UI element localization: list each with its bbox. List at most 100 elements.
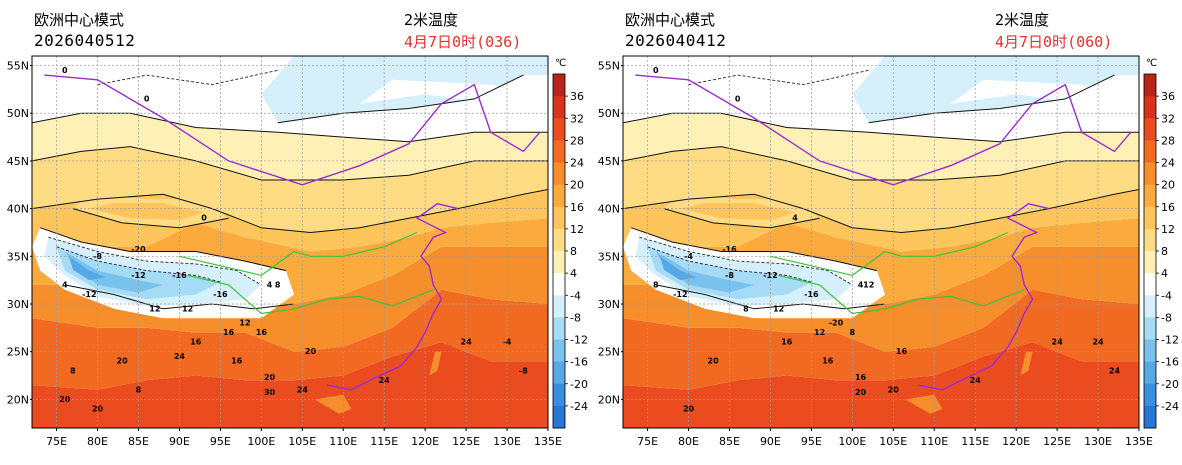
contour-label: 20	[92, 404, 104, 413]
contour-label: 20	[264, 373, 276, 382]
lon-label: 120E	[411, 435, 439, 448]
colorbar-swatch	[553, 339, 565, 363]
contour-label: 20	[855, 388, 867, 397]
colorbar-swatch	[1144, 273, 1156, 296]
init-time: 2026040512	[34, 31, 136, 50]
lat-label: 55N	[7, 60, 29, 73]
colorbar-label: 36	[1161, 90, 1175, 103]
isotherm-line	[277, 74, 524, 124]
lon-label: 100E	[247, 435, 275, 448]
contour-label: 4	[792, 214, 798, 223]
contour-label: 0	[144, 94, 150, 103]
lat-label: 35N	[7, 250, 29, 263]
contour-label: 24	[297, 385, 309, 394]
temperature-zone	[623, 342, 1139, 428]
lon-label: 85E	[128, 435, 149, 448]
colorbar-label: 20	[570, 179, 584, 192]
temperature-zone	[655, 251, 754, 293]
contour-label: 20	[59, 395, 71, 404]
contour-label: 16	[896, 347, 908, 356]
lon-label: 110E	[920, 435, 948, 448]
lon-label: 80E	[678, 435, 699, 448]
contour-label: 16	[223, 328, 235, 337]
contour-label: 12	[814, 328, 825, 337]
temperature-map: 0 0 4 4 8 8 12 12 16 16 16 20 20 20 24 24 24 24 -4 -8 -12 -12…	[598, 55, 1179, 448]
colorbar-label: -20	[1161, 378, 1179, 391]
colorbar-label: -4	[1161, 289, 1172, 302]
isotherm-line	[647, 246, 812, 283]
contour-label: 0	[62, 66, 68, 75]
lon-label: 90E	[760, 435, 781, 448]
contour-label: 0	[653, 66, 659, 75]
isotherm-line	[623, 189, 1139, 234]
colorbar-label: -16	[570, 356, 588, 369]
colorbar-label: 28	[570, 134, 584, 147]
lat-label: 50N	[7, 107, 29, 120]
colorbar-label: 12	[570, 223, 584, 236]
contour-label: 24	[1109, 366, 1121, 375]
variable-name: 2米温度	[995, 11, 1050, 29]
colorbar: 36 32 28 24 20 16 12 8 4 -4 -8 -12 -16 -20 -24 ℃	[552, 58, 588, 429]
contour-label: 20	[708, 357, 720, 366]
lon-label: 125E	[1043, 435, 1071, 448]
contour-label: 20	[305, 347, 317, 356]
isotherm-line	[868, 74, 1115, 124]
contour-label: 16	[781, 338, 793, 347]
contour-label: -8	[93, 252, 102, 261]
lon-label: 95E	[210, 435, 231, 448]
contour-label: -4	[684, 252, 693, 261]
colorbar-label: -4	[570, 289, 581, 302]
lat-label: 40N	[7, 203, 29, 216]
colorbar-label: -8	[570, 311, 581, 324]
lon-label: 135E	[534, 435, 562, 448]
colorbar-label: -24	[1161, 400, 1179, 413]
temperature-zone	[623, 246, 1139, 352]
colorbar-label: 4	[570, 267, 577, 280]
contour-label: 8	[70, 366, 76, 375]
contour-label: 4	[858, 280, 864, 289]
colorbar-label: 8	[1161, 245, 1168, 258]
colorbar-swatch	[1144, 140, 1156, 163]
contour-label: 24	[970, 376, 982, 385]
isotherm-line	[40, 227, 287, 272]
colorbar-swatch	[1144, 295, 1156, 318]
lat-label: 45N	[598, 155, 620, 168]
colorbar-label: 24	[1161, 157, 1175, 170]
temperature-zone	[89, 202, 204, 221]
contour-label: -8	[519, 366, 528, 375]
lon-label: 105E	[879, 435, 907, 448]
contour-label: 24	[379, 376, 391, 385]
contour-label: 12	[239, 319, 250, 328]
colorbar-swatch	[1144, 206, 1156, 230]
lon-label: 75E	[637, 435, 658, 448]
temperature-zone	[314, 394, 352, 414]
contour-label: -4	[503, 338, 512, 347]
temperature-zone	[623, 113, 1139, 180]
isotherm-line	[56, 246, 221, 283]
colorbar-swatch	[553, 162, 565, 186]
contour-label: 20	[117, 357, 129, 366]
lon-label: 130E	[1084, 435, 1112, 448]
colorbar-label: -8	[1161, 311, 1172, 324]
contour-label: 24	[1052, 338, 1064, 347]
lon-label: 105E	[288, 435, 316, 448]
colorbar-swatch	[553, 118, 565, 141]
model-name: 欧洲中心模式	[34, 11, 125, 29]
river-line	[778, 274, 1025, 315]
lon-label: 115E	[370, 435, 398, 448]
map-field	[623, 56, 1139, 428]
isotherm-line	[655, 284, 886, 310]
colorbar-swatch	[553, 383, 565, 407]
map-field	[32, 56, 548, 428]
colorbar-label: -12	[1161, 334, 1179, 347]
lon-label: 75E	[46, 435, 67, 448]
isotherm-line	[631, 227, 878, 272]
contour-label: -20	[131, 245, 146, 254]
colorbar-label: 16	[570, 201, 584, 214]
colorbar-label: -12	[570, 334, 588, 347]
contour-label: -16	[172, 271, 187, 280]
lon-label: 125E	[452, 435, 480, 448]
contour-label: 0	[201, 214, 207, 223]
contour-label: 8	[275, 280, 281, 289]
